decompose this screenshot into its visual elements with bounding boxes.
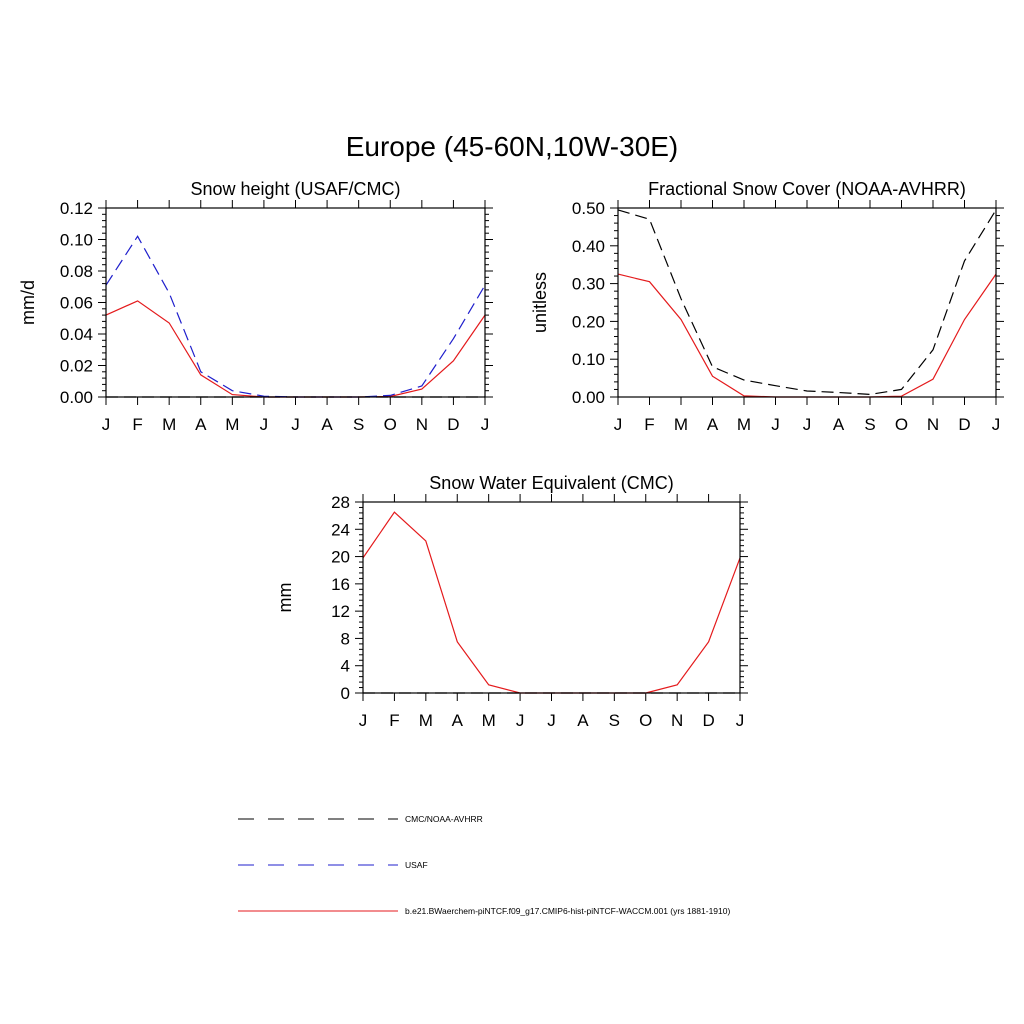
x-tick-label: O: [895, 415, 908, 434]
x-tick-label: N: [671, 711, 683, 730]
x-tick-label: M: [419, 711, 433, 730]
x-tick-label: M: [674, 415, 688, 434]
y-tick-label: 20: [331, 548, 350, 567]
y-tick-label: 0.20: [572, 312, 605, 331]
y-tick-label: 0.50: [572, 199, 605, 218]
x-tick-label: J: [736, 711, 745, 730]
x-tick-label: O: [384, 415, 397, 434]
chart-title: Snow Water Equivalent (CMC): [429, 473, 673, 493]
y-axis-label: mm: [275, 583, 295, 613]
x-tick-label: J: [614, 415, 623, 434]
x-tick-label: J: [481, 415, 490, 434]
y-tick-label: 16: [331, 575, 350, 594]
x-tick-label: F: [389, 711, 399, 730]
chart-title: Snow height (USAF/CMC): [190, 179, 400, 199]
legend-item: b.e21.BWaerchem-piNTCF.f09_g17.CMIP6-his…: [238, 906, 730, 916]
chart-panel-2: Fractional Snow Cover (NOAA-AVHRR) unitle…: [530, 179, 1004, 434]
legend-item: USAF: [238, 860, 428, 870]
y-tick-label: 0.04: [60, 325, 93, 344]
series-line-model: [362, 511, 741, 694]
x-tick-label: F: [644, 415, 654, 434]
legend-label: USAF: [405, 860, 428, 870]
x-tick-label: D: [447, 415, 459, 434]
x-tick-label: D: [958, 415, 970, 434]
x-tick-label: J: [260, 415, 269, 434]
y-tick-label: 0.10: [60, 231, 93, 250]
y-tick-label: 28: [331, 493, 350, 512]
chart-panels: Snow height (USAF/CMC) mm/d 0.00 0.02 0.04 0.…: [18, 179, 1004, 730]
x-tick-label: A: [707, 415, 719, 434]
x-tick-label: A: [577, 711, 589, 730]
y-tick-label: 4: [341, 657, 350, 676]
x-tick-label: M: [737, 415, 751, 434]
series-line-usaf: [105, 235, 486, 398]
plot-frame: [362, 501, 741, 694]
y-tick-label: 0.12: [60, 199, 93, 218]
x-tick-label: J: [516, 711, 525, 730]
x-tick-label: O: [639, 711, 652, 730]
y-tick-label: 0.00: [572, 388, 605, 407]
figure-title: Europe (45-60N,10W-30E): [346, 131, 679, 162]
y-tick-label: 0.06: [60, 294, 93, 313]
y-tick-label: 24: [331, 520, 350, 539]
y-tick-label: 0.00: [60, 388, 93, 407]
x-tick-label: F: [132, 415, 142, 434]
legend-item: CMC/NOAA-AVHRR: [238, 814, 483, 824]
x-tick-label: M: [225, 415, 239, 434]
x-tick-label: A: [833, 415, 845, 434]
x-tick-label: S: [353, 415, 364, 434]
chart-title: Fractional Snow Cover (NOAA-AVHRR): [648, 179, 966, 199]
x-tick-label: J: [291, 415, 300, 434]
y-axis-label: mm/d: [18, 280, 38, 325]
plot-frame: [617, 207, 997, 398]
x-tick-label: D: [702, 711, 714, 730]
chart-panel-3: Snow Water Equivalent (CMC) mm 0 4 8 12 16 20 24…: [275, 473, 748, 730]
series-line-model: [617, 273, 997, 398]
x-tick-label: N: [416, 415, 428, 434]
x-tick-label: A: [452, 711, 464, 730]
y-axis-label: unitless: [530, 272, 550, 333]
x-tick-label: J: [359, 711, 368, 730]
legend: CMC/NOAA-AVHRR USAF b.e21.BWaerchem-piNTCF…: [238, 814, 730, 916]
x-tick-label: J: [547, 711, 556, 730]
plot-frame: [105, 207, 486, 398]
x-tick-label: M: [482, 711, 496, 730]
x-tick-label: J: [803, 415, 812, 434]
y-tick-label: 0: [341, 684, 350, 703]
x-tick-label: S: [864, 415, 875, 434]
x-tick-label: S: [609, 711, 620, 730]
y-tick-label: 0.08: [60, 262, 93, 281]
legend-label: CMC/NOAA-AVHRR: [405, 814, 483, 824]
y-tick-label: 0.30: [572, 275, 605, 294]
series-line-model: [105, 300, 486, 398]
x-tick-label: M: [162, 415, 176, 434]
y-tick-label: 0.40: [572, 237, 605, 256]
x-tick-label: J: [992, 415, 1001, 434]
legend-label: b.e21.BWaerchem-piNTCF.f09_g17.CMIP6-his…: [405, 906, 730, 916]
x-tick-label: A: [195, 415, 207, 434]
x-tick-label: J: [102, 415, 111, 434]
y-tick-label: 8: [341, 629, 350, 648]
y-tick-label: 12: [331, 602, 350, 621]
chart-panel-1: Snow height (USAF/CMC) mm/d 0.00 0.02 0.04 0.…: [18, 179, 493, 434]
x-tick-label: A: [321, 415, 333, 434]
x-tick-label: N: [927, 415, 939, 434]
x-tick-label: J: [771, 415, 780, 434]
series-line-obs: [617, 209, 997, 396]
y-tick-label: 0.10: [572, 350, 605, 369]
y-tick-label: 0.02: [60, 357, 93, 376]
